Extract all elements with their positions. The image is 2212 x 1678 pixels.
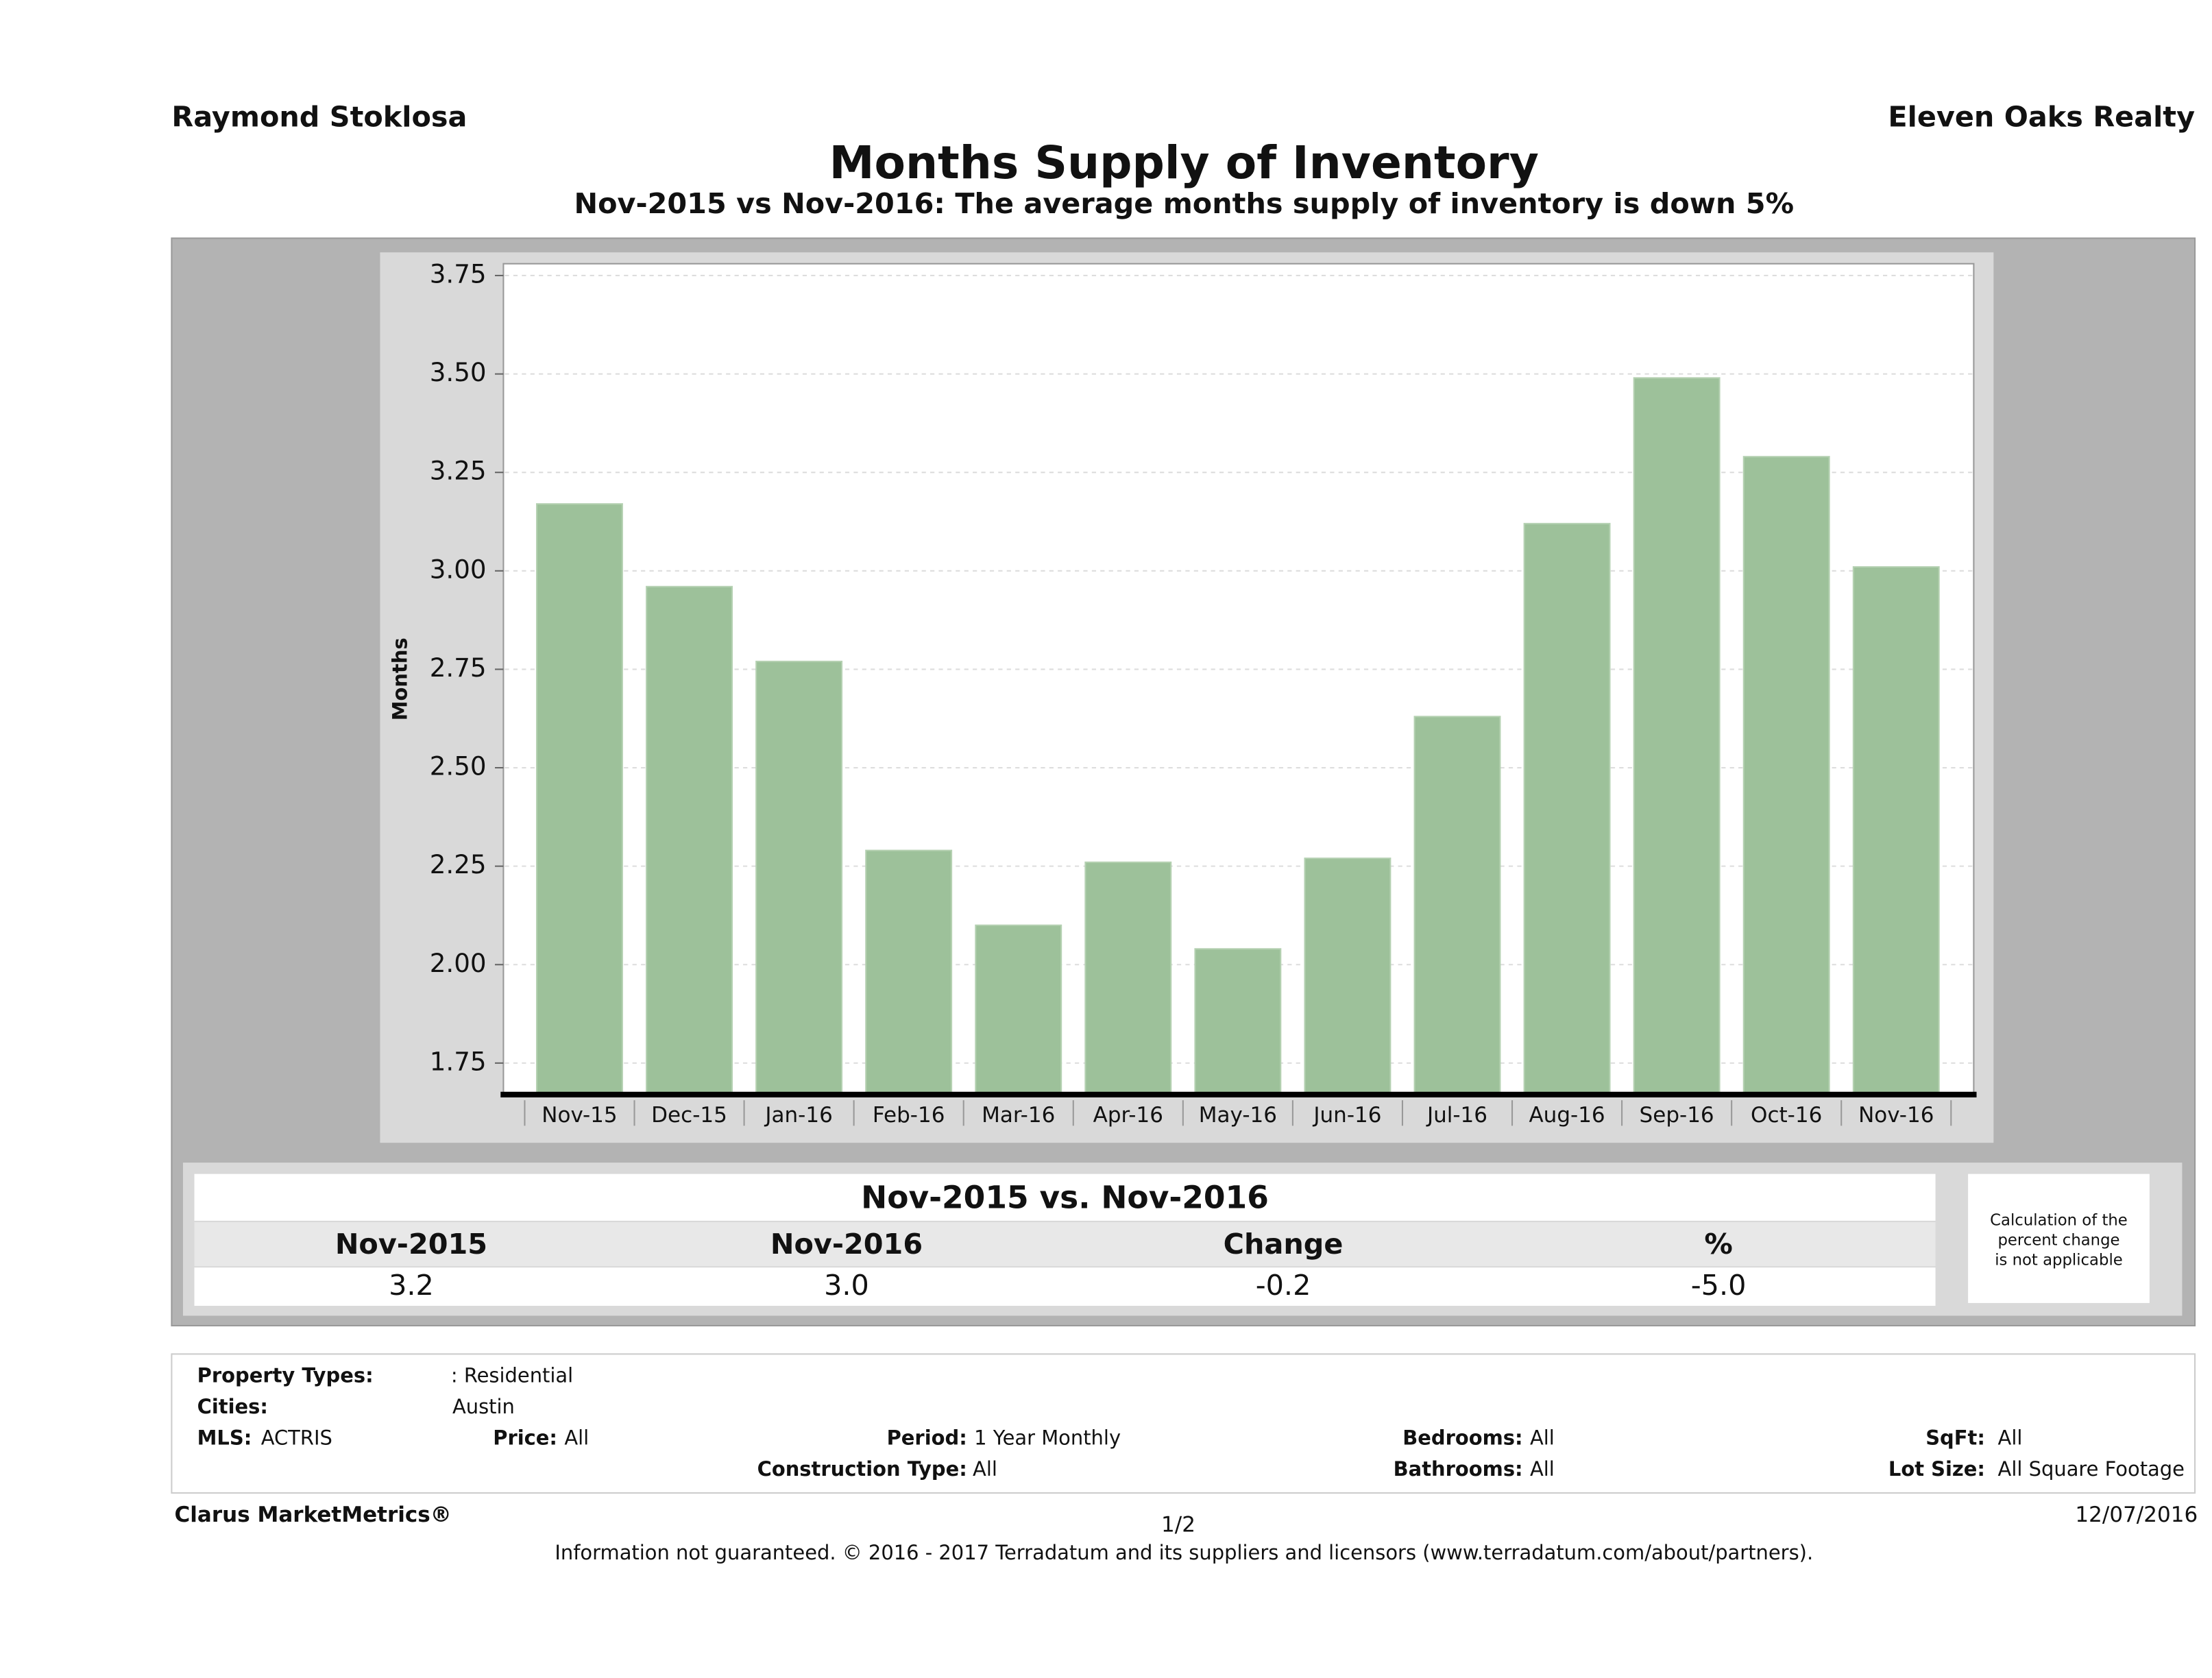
filter-value: : Residential — [451, 1363, 573, 1387]
x-tick-label: Dec-15 — [651, 1103, 727, 1128]
agent: Raymond Stoklosa — [171, 101, 467, 134]
y-tick-label: 1.75 — [430, 1046, 487, 1076]
chart-title: Months Supply of Inventory — [829, 136, 1539, 189]
summary-header: % — [1704, 1228, 1732, 1261]
filter-value: 1 Year Monthly — [974, 1426, 1121, 1449]
bar — [1084, 861, 1172, 1095]
y-tick-label: 2.75 — [430, 653, 487, 683]
x-tick-label: Jun-16 — [1312, 1103, 1381, 1128]
filter-label: Cities: — [197, 1395, 268, 1418]
x-tick-label: Nov-15 — [542, 1103, 617, 1128]
filter-label: Bathrooms: — [1394, 1457, 1523, 1481]
bar — [646, 585, 733, 1095]
company: Eleven Oaks Realty — [1888, 101, 2195, 134]
summary-value-row — [194, 1267, 1936, 1306]
filter-label: SqFt: — [1925, 1426, 1985, 1449]
bar — [865, 849, 953, 1095]
bar — [1194, 948, 1282, 1095]
y-tick-label: 3.25 — [430, 456, 487, 486]
note-line: is not applicable — [1995, 1251, 2123, 1269]
summary-title-row — [194, 1174, 1936, 1221]
filter-label: Price: — [493, 1426, 557, 1449]
filter-value: ACTRIS — [261, 1426, 332, 1449]
x-tick-label: May-16 — [1199, 1103, 1277, 1128]
filter-label: MLS: — [197, 1426, 252, 1449]
bar — [1852, 566, 1940, 1095]
bar — [1413, 716, 1501, 1095]
y-axis-label: Months — [388, 637, 411, 720]
summary: Nov-2015 3.2 Nov-2016 3.0 Change -0.2% -5.0 Cal… — [335, 1211, 2128, 1302]
filter-value: Austin — [452, 1395, 515, 1418]
x-tick-label: Nov-16 — [1858, 1103, 1934, 1128]
bar — [975, 924, 1062, 1095]
filter-value: All — [973, 1457, 997, 1481]
x-tick-label: Feb-16 — [873, 1103, 945, 1128]
x-tick-label: Jul-16 — [1426, 1103, 1487, 1128]
filter-label: Lot Size: — [1888, 1457, 1985, 1481]
x-tick-label: Aug-16 — [1529, 1103, 1605, 1128]
summary-header: Change — [1224, 1228, 1344, 1261]
plot: 1.75 2.00 2.25 2.50 2.75 3.00 3.25 3.50 3.75 Nov-… — [430, 258, 1973, 1128]
summary-value: 3.0 — [824, 1269, 869, 1302]
filter-label: Bedrooms: — [1402, 1426, 1522, 1449]
y-tick-label: 3.75 — [430, 258, 487, 289]
filter-value: All — [1998, 1426, 2023, 1449]
bar — [1523, 522, 1611, 1095]
note-line: percent change — [1997, 1231, 2119, 1249]
filters: Property Types: : Residential Cities: Austi… — [197, 1363, 2185, 1481]
filter-label: Construction Type: — [757, 1457, 967, 1481]
summary-header: Nov-2015 — [335, 1228, 487, 1261]
x-tick-label: Oct-16 — [1751, 1103, 1822, 1128]
page-number: 1/2 — [1161, 1513, 1195, 1537]
filter-value: All — [1530, 1426, 1555, 1449]
summary-header-row — [194, 1221, 1936, 1267]
summary-header: Nov-2016 — [770, 1228, 923, 1261]
brand: Clarus MarketMetrics® — [175, 1503, 452, 1527]
y-tick-label: 2.25 — [430, 849, 487, 879]
bar — [536, 503, 623, 1095]
filter-label: Period: — [887, 1426, 967, 1449]
bar — [755, 660, 843, 1095]
y-tick-label: 2.50 — [430, 751, 487, 781]
bar — [1742, 456, 1830, 1095]
filter-value: All Square Footage — [1998, 1457, 2185, 1481]
filters-box — [171, 1353, 2196, 1494]
bar — [1304, 858, 1391, 1095]
x-tick-label: Apr-16 — [1093, 1103, 1163, 1128]
date: 12/07/2016 — [2075, 1503, 2198, 1527]
summary-title: Nov-2015 vs. Nov-2016 — [861, 1179, 1269, 1215]
summary-value: 3.2 — [389, 1269, 434, 1302]
x-tick-label: Sep-16 — [1640, 1103, 1714, 1128]
y-tick-label: 3.50 — [430, 357, 487, 387]
filter-label: Property Types: — [197, 1363, 374, 1387]
summary-value: -5.0 — [1691, 1269, 1747, 1302]
filter-value: All — [564, 1426, 589, 1449]
y-tick-label: 2.00 — [430, 948, 487, 978]
note-box — [1968, 1174, 2150, 1303]
filter-value: All — [1530, 1457, 1555, 1481]
y-tick-label: 3.00 — [430, 554, 487, 584]
summary-value: -0.2 — [1256, 1269, 1311, 1302]
x-tick-label: Jan-16 — [764, 1103, 832, 1128]
x-tick-label: Mar-16 — [982, 1103, 1055, 1128]
chart-subtitle: Nov-2015 vs Nov-2016: The average months… — [574, 187, 1794, 220]
disclaimer: Information not guaranteed. © 2016 - 201… — [555, 1541, 1813, 1564]
note-line: Calculation of the — [1990, 1211, 2128, 1229]
bar — [1633, 377, 1721, 1095]
